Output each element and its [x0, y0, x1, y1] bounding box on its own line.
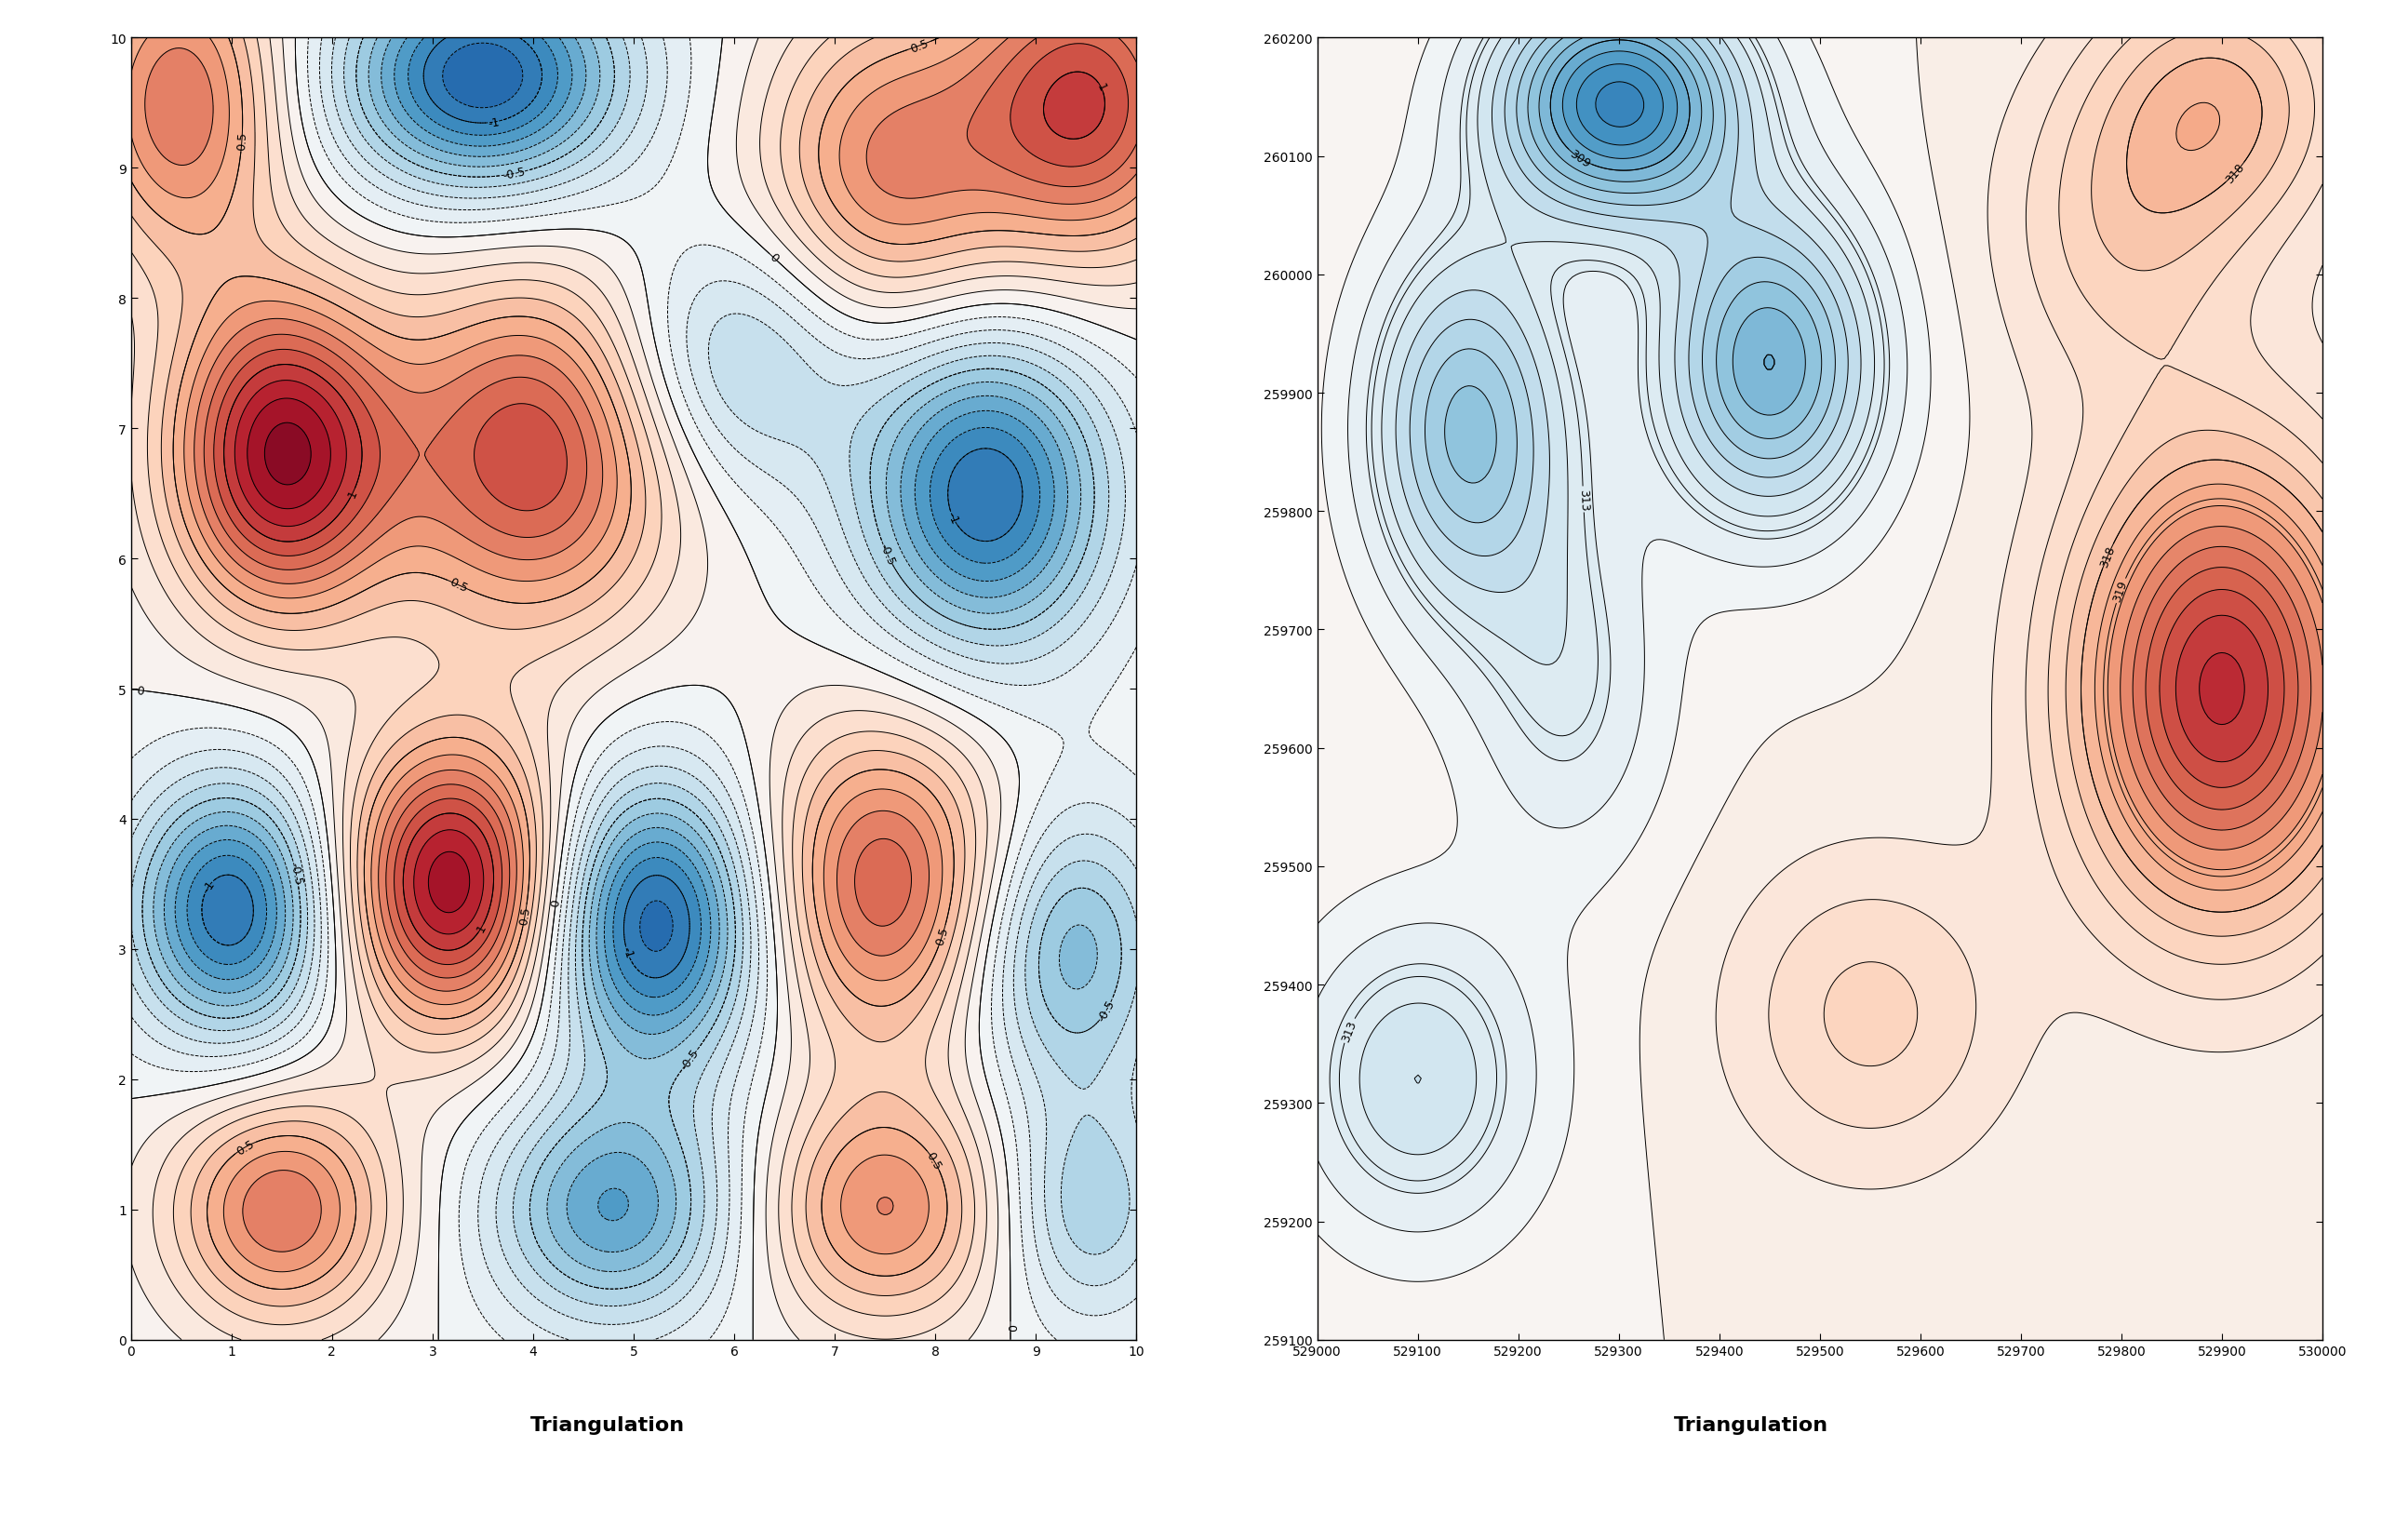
Text: -1: -1	[486, 116, 500, 129]
Text: 309: 309	[1567, 148, 1591, 169]
Text: Triangulation: Triangulation	[1675, 1415, 1827, 1434]
Text: 1: 1	[345, 488, 360, 499]
Text: -1: -1	[200, 878, 217, 895]
Text: 0.5: 0.5	[448, 576, 469, 594]
Text: 318: 318	[2099, 544, 2118, 568]
Text: 0: 0	[1005, 1323, 1017, 1331]
Text: 0.5: 0.5	[934, 926, 950, 947]
Text: 0: 0	[136, 684, 145, 698]
Text: -0.5: -0.5	[1096, 998, 1117, 1023]
Text: 0.5: 0.5	[924, 1149, 943, 1172]
Text: 0.5: 0.5	[517, 906, 534, 926]
Text: 318: 318	[2225, 162, 2246, 186]
Text: 1: 1	[1093, 82, 1108, 94]
Text: Triangulation: Triangulation	[531, 1415, 684, 1434]
Text: 0: 0	[767, 251, 781, 265]
Text: -0.5: -0.5	[679, 1046, 703, 1072]
Text: 313: 313	[1339, 1018, 1358, 1043]
Text: -1: -1	[619, 946, 634, 959]
Text: 319: 319	[2110, 579, 2130, 604]
Text: 0.5: 0.5	[908, 37, 931, 55]
Text: -0.5: -0.5	[288, 861, 305, 885]
Text: 0: 0	[550, 898, 562, 907]
Text: 0.5: 0.5	[233, 1138, 257, 1158]
Text: -1: -1	[946, 510, 960, 525]
Text: -0.5: -0.5	[877, 541, 898, 567]
Text: -0.5: -0.5	[503, 166, 526, 183]
Text: 1: 1	[474, 922, 488, 935]
Text: 0.5: 0.5	[236, 132, 248, 151]
Text: 313: 313	[1577, 488, 1589, 511]
